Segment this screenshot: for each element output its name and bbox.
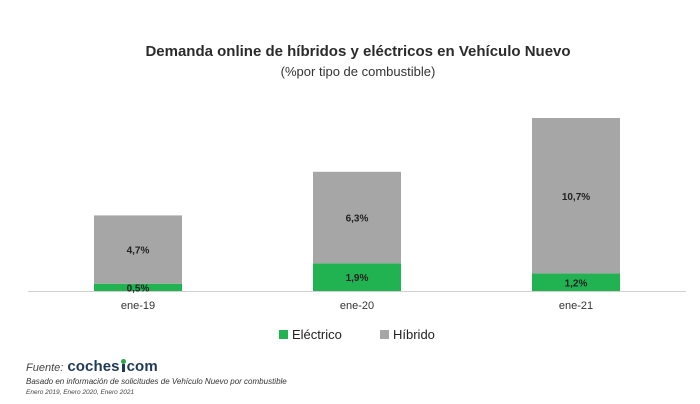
bar-h-brido-ene-20	[313, 171, 401, 264]
legend-label-h-brido: Híbrido	[393, 327, 435, 342]
source-dates: Enero 2019, Enero 2020, Enero 2021	[26, 389, 135, 396]
data-labels: 0,5% 4,7% 1,9% 6,3% 1,2% 10,7%	[127, 192, 591, 295]
logo-text-right: com	[126, 358, 158, 375]
logo-dot-icon	[120, 359, 126, 372]
data-label-h-brido-ene-19: 4,7%	[127, 246, 150, 257]
x-tick-label-ene-20: ene-20	[340, 300, 374, 312]
data-label-el-ctrico-ene-19: 0,5%	[127, 283, 150, 294]
source-label: Fuente:	[26, 362, 64, 374]
data-label-h-brido-ene-20: 6,3%	[346, 214, 369, 225]
source-line: Fuente: coches com	[26, 358, 287, 375]
data-label-el-ctrico-ene-20: 1,9%	[346, 273, 369, 284]
bars-group	[94, 118, 620, 291]
chart-subtitle: (%por tipo de combustible)	[281, 64, 436, 79]
logo-text-left: coches	[67, 358, 120, 375]
data-label-el-ctrico-ene-21: 1,2%	[565, 278, 588, 289]
source-note: Basado en información de solicitudes de …	[26, 377, 287, 386]
legend: Eléctrico Híbrido	[279, 327, 435, 342]
bar-h-brido-ene-19	[94, 215, 182, 284]
x-tick-labels: ene-19 ene-20 ene-21	[121, 300, 593, 312]
legend-swatch-el-ctrico	[279, 330, 288, 339]
chart-title: Demanda online de híbridos y eléctricos …	[145, 43, 570, 60]
data-label-h-brido-ene-21: 10,7%	[562, 192, 590, 203]
x-tick-label-ene-21: ene-21	[559, 300, 593, 312]
bar-el-ctrico-ene-21	[532, 273, 620, 291]
bar-el-ctrico-ene-19	[94, 283, 182, 291]
bar-h-brido-ene-21	[532, 118, 620, 274]
bar-el-ctrico-ene-20	[313, 263, 401, 291]
legend-swatch-h-brido	[380, 330, 389, 339]
x-tick-label-ene-19: ene-19	[121, 300, 155, 312]
cochescom-logo: coches com	[67, 358, 157, 375]
legend-label-el-ctrico: Eléctrico	[292, 327, 342, 342]
footer: Fuente: coches com Basado en información …	[26, 358, 287, 396]
